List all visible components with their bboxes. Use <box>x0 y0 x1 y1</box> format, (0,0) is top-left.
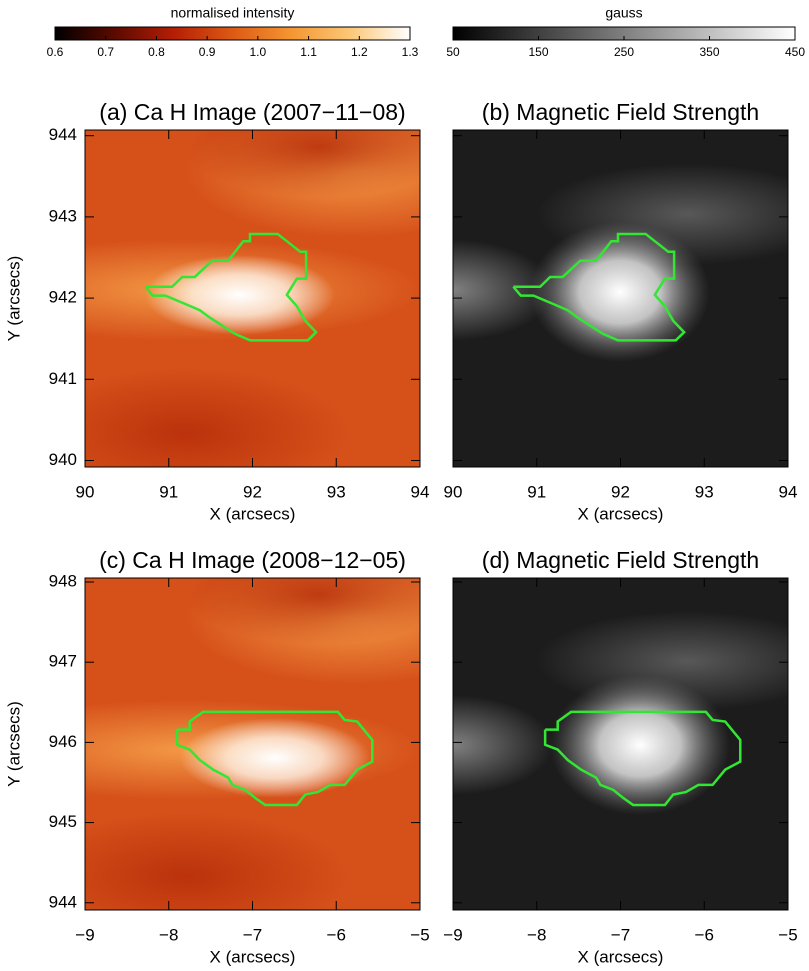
contour <box>512 232 686 342</box>
image <box>85 578 420 910</box>
image-texture <box>185 130 420 198</box>
colorbar-tick-label: 150 <box>528 45 548 59</box>
x-tick-label: −5 <box>410 925 429 944</box>
image-texture <box>145 255 335 335</box>
contour <box>144 232 318 342</box>
colorbar-tick-label: 1.3 <box>402 45 419 59</box>
panel-title: (b) Magnetic Field Strength <box>482 99 759 125</box>
image-texture <box>453 239 554 341</box>
x-tick-label: 92 <box>611 482 630 501</box>
x-tick-label: 94 <box>779 482 798 501</box>
colorbar-label: normalised intensity <box>171 5 295 21</box>
colorbar-tick-label: 0.8 <box>148 45 165 59</box>
image-texture <box>85 365 353 467</box>
contour <box>175 710 374 807</box>
x-tick-label: 92 <box>243 482 262 501</box>
x-tick-label: 94 <box>411 482 430 501</box>
y-tick-label: 943 <box>49 206 77 225</box>
x-tick-label: −9 <box>75 925 94 944</box>
y-tick-label: 945 <box>49 812 77 831</box>
x-tick-label: −7 <box>611 925 630 944</box>
y-axis-label: Y (arcsecs) <box>4 256 23 342</box>
colorbar-tick-label: 250 <box>614 45 634 59</box>
panel-title: (a) Ca H Image (2007−11−08) <box>99 99 405 125</box>
colorbar-tick-label: 1.2 <box>351 45 368 59</box>
y-tick-label: 940 <box>49 450 77 469</box>
x-tick-label: 91 <box>159 482 178 501</box>
colorbar-tick-label: 0.7 <box>97 45 114 59</box>
x-tick-label: 93 <box>695 482 714 501</box>
colorbar-tick-label: 350 <box>699 45 719 59</box>
y-tick-label: 942 <box>49 288 77 307</box>
colorbar-tick-label: 50 <box>446 45 460 59</box>
colorbar-tick-label: 1.1 <box>300 45 317 59</box>
x-tick-label: −6 <box>695 925 714 944</box>
x-axis-label: X (arcsecs) <box>210 504 296 523</box>
y-tick-label: 944 <box>49 125 77 144</box>
image-texture <box>453 695 554 795</box>
y-tick-label: 944 <box>49 892 77 911</box>
image <box>453 578 788 910</box>
colorbar-tick-label: 0.6 <box>47 45 64 59</box>
x-tick-label: −6 <box>327 925 346 944</box>
x-axis-label: X (arcsecs) <box>578 947 664 966</box>
x-tick-label: −9 <box>443 925 462 944</box>
y-tick-label: 941 <box>49 369 77 388</box>
panel-title: (d) Magnetic Field Strength <box>482 547 759 573</box>
contour <box>543 710 742 807</box>
image-texture <box>550 675 730 815</box>
panel-title: (c) Ca H Image (2008−12−05) <box>99 547 406 573</box>
y-tick-label: 947 <box>49 652 77 671</box>
image-texture <box>185 578 420 645</box>
image <box>453 130 788 467</box>
x-tick-label: 90 <box>444 482 463 501</box>
colorbar-label: gauss <box>605 5 642 21</box>
colorbar-tick-label: 0.9 <box>199 45 216 59</box>
x-tick-label: 90 <box>76 482 95 501</box>
colorbar <box>54 26 411 41</box>
x-tick-label: −8 <box>527 925 546 944</box>
x-tick-label: 93 <box>327 482 346 501</box>
image-texture <box>85 810 353 910</box>
image-texture <box>530 222 710 362</box>
y-tick-label: 946 <box>49 732 77 751</box>
x-tick-label: 91 <box>527 482 546 501</box>
y-axis-label: Y (arcsecs) <box>4 701 23 787</box>
x-tick-label: −7 <box>243 925 262 944</box>
image <box>85 130 420 467</box>
colorbar-tick-label: 450 <box>785 45 805 59</box>
y-tick-label: 948 <box>49 571 77 590</box>
colorbar-tick-label: 1.0 <box>250 45 267 59</box>
x-tick-label: −5 <box>778 925 797 944</box>
x-tick-label: −8 <box>159 925 178 944</box>
x-axis-label: X (arcsecs) <box>210 947 296 966</box>
x-axis-label: X (arcsecs) <box>578 504 664 523</box>
